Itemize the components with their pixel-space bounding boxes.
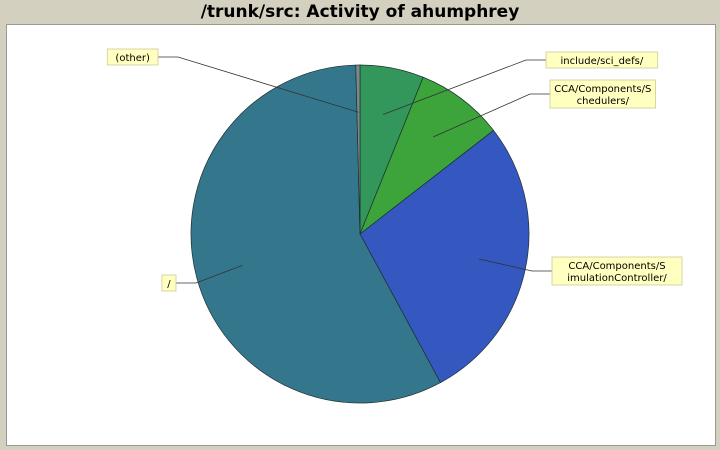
slice-label: CCA/Components/S — [568, 261, 665, 272]
slice-label: / — [167, 279, 171, 290]
slice-label: (other) — [115, 53, 150, 64]
label-leader-line — [176, 265, 243, 284]
label-box — [161, 274, 177, 292]
pie-slice — [355, 64, 361, 235]
slice-labels: include/sci_defs/CCA/Components/Schedule… — [106, 48, 683, 292]
label-box — [549, 79, 656, 109]
pie-slice — [359, 129, 530, 384]
label-box — [106, 48, 159, 66]
chart-title: /trunk/src: Activity of ahumphrey — [200, 2, 520, 22]
slice-label: include/sci_defs/ — [561, 56, 644, 67]
label-leader-line — [479, 258, 552, 272]
slices — [190, 64, 530, 404]
slice-label: imulationController/ — [567, 273, 667, 284]
label-leader-line — [158, 56, 359, 113]
slice-label: CCA/Components/S — [554, 84, 651, 95]
label-leader-line — [433, 93, 550, 138]
pie-slice — [190, 64, 441, 404]
label-leader-line — [383, 59, 546, 115]
pie-slice — [359, 76, 495, 236]
label-box — [551, 256, 683, 286]
slice-label: chedulers/ — [577, 96, 630, 107]
label-box — [545, 51, 659, 69]
